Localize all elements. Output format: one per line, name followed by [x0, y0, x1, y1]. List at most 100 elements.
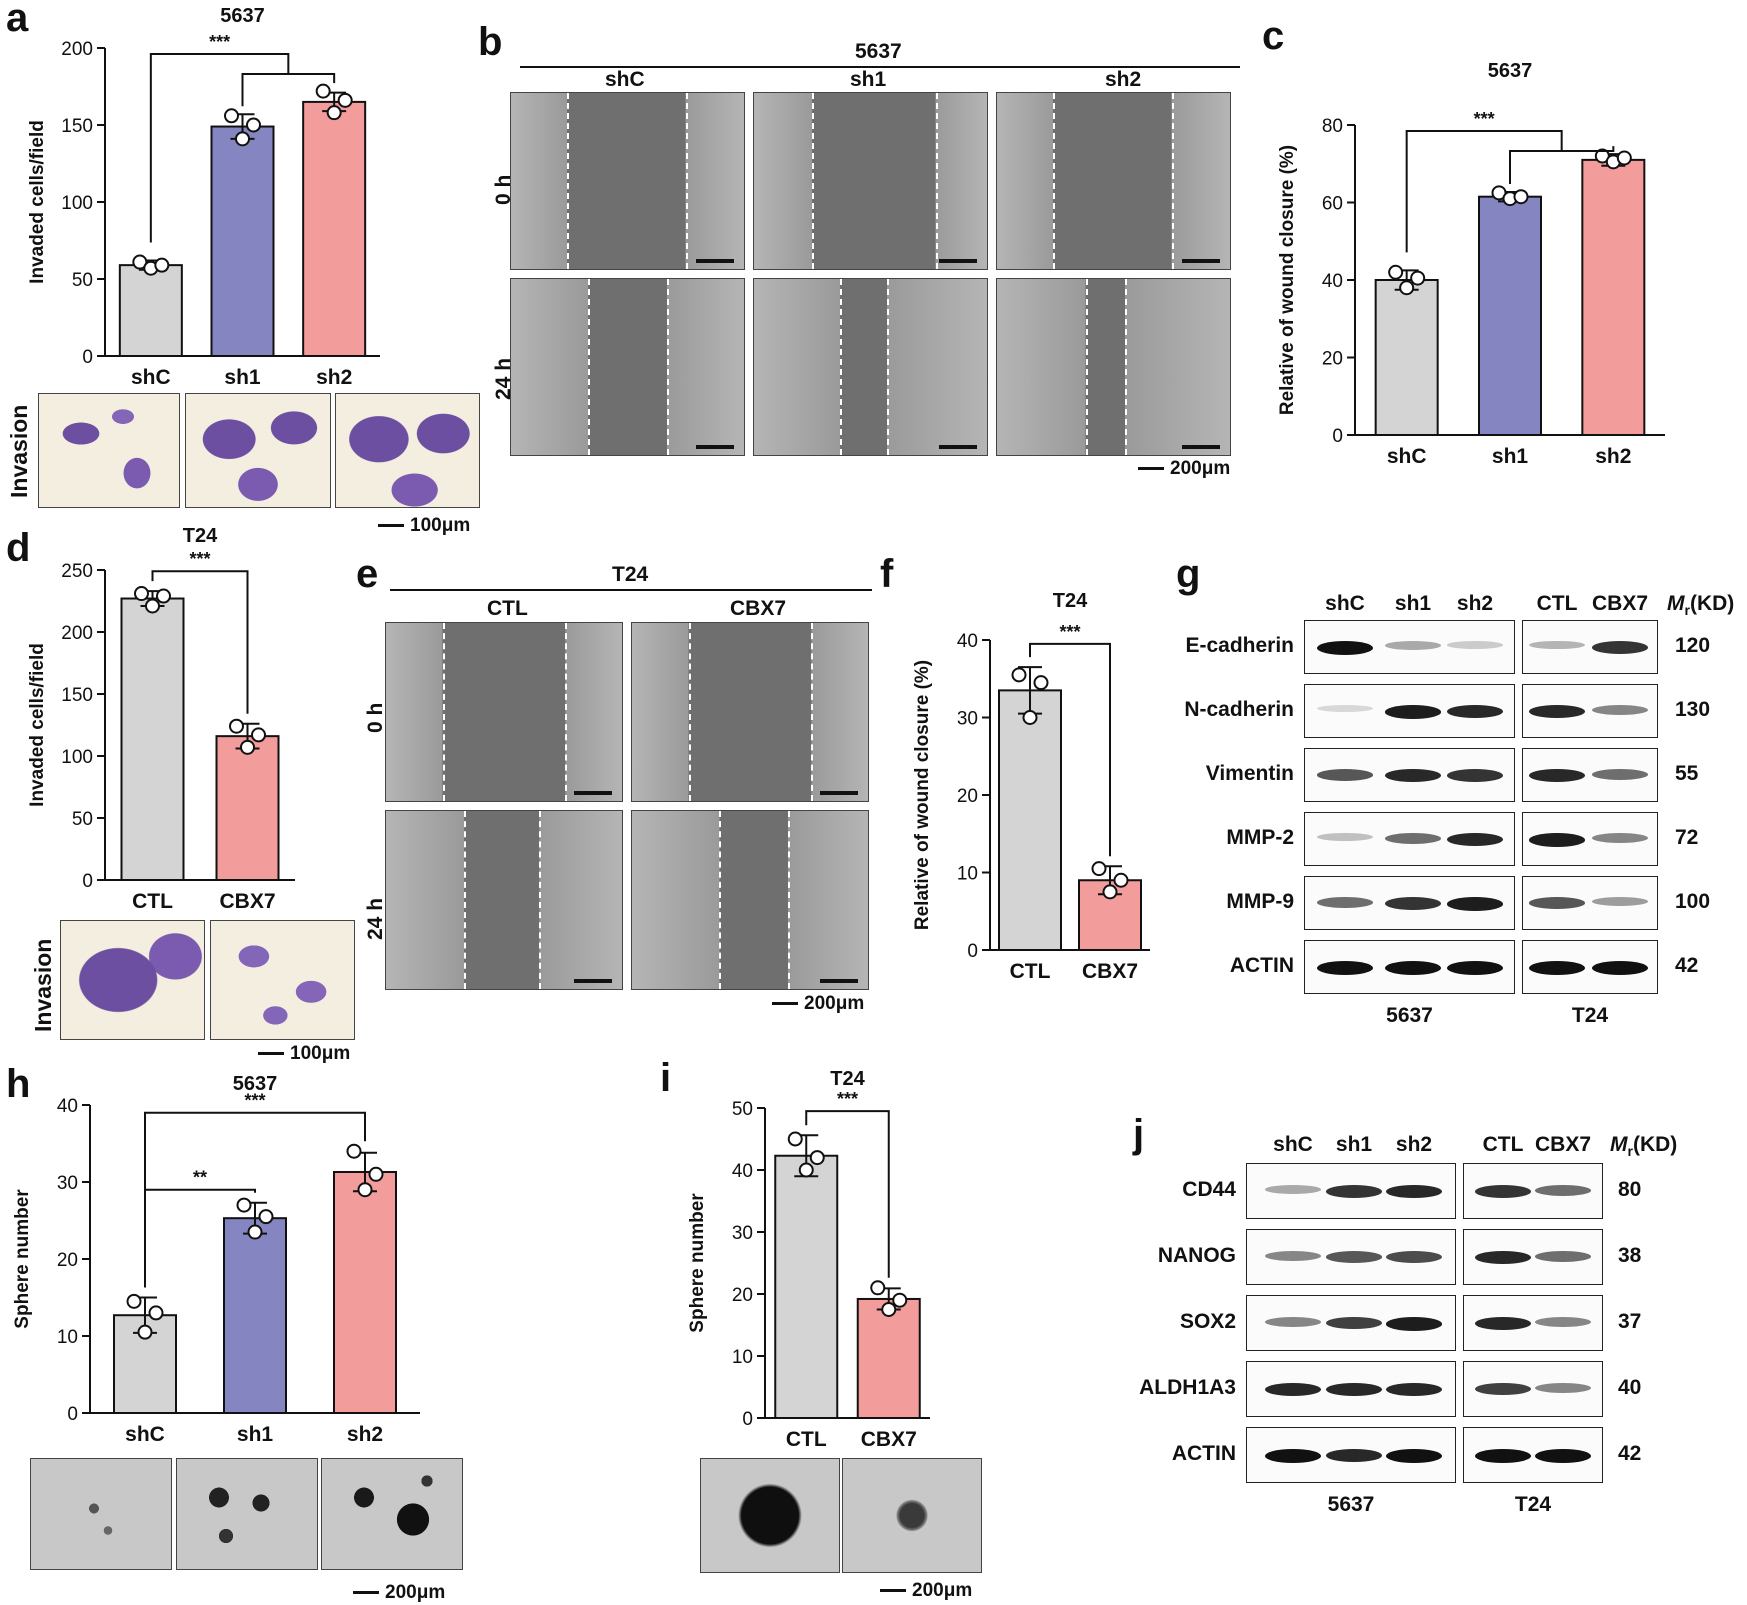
blot-band: [1386, 1185, 1442, 1199]
data-point: [126, 1293, 142, 1309]
data-point: [132, 254, 148, 270]
blot-band: [1265, 1449, 1321, 1463]
panel-letter-j: j: [1133, 1112, 1145, 1156]
blot-band: [1529, 641, 1585, 650]
blot-band: [1592, 769, 1648, 780]
bar-sh2: [1581, 158, 1646, 436]
y-tick-label: 0: [82, 347, 93, 368]
blot-band: [1386, 1383, 1442, 1397]
panel-letter-c: c: [1262, 14, 1285, 58]
blot-band: [1529, 897, 1585, 909]
y-tick-label: 0: [967, 941, 978, 962]
x-tick-label: sh2: [1595, 445, 1631, 468]
y-tick-label: 40: [957, 631, 978, 652]
scale-mark: [1182, 259, 1220, 263]
wound-col-CBX7: CBX7: [730, 597, 787, 620]
x-tick-label: CTL: [132, 890, 173, 913]
lane-label: sh1: [1394, 592, 1432, 615]
bar-sh1: [223, 1217, 287, 1414]
y-tick-label: 30: [57, 1173, 78, 1194]
significance-label: ***: [1059, 622, 1080, 642]
molecular-weight: 40: [1618, 1376, 1642, 1399]
panel-letter-e: e: [356, 552, 379, 596]
significance-label: ***: [189, 549, 210, 569]
scale-mark: [939, 259, 977, 263]
lane-label: sh2: [1456, 592, 1494, 615]
y-tick-label: 40: [732, 1161, 753, 1182]
bar-sh1: [1478, 195, 1542, 436]
blot-band: [1447, 705, 1503, 719]
molecular-weight: 55: [1675, 762, 1699, 785]
data-point: [337, 92, 353, 108]
y-axis-label: Relative of wound closure (%): [912, 660, 933, 930]
y-tick-label: 200: [61, 623, 93, 644]
blot-band: [1386, 1449, 1442, 1463]
y-tick-label: 80: [1322, 116, 1343, 137]
scale-mark: [820, 791, 858, 795]
bar-shC: [118, 264, 183, 358]
mr-unit: (KD): [1689, 592, 1735, 615]
wound-image: [753, 278, 988, 456]
molecular-weight: 42: [1618, 1442, 1642, 1465]
chart-a: 5637 0 50 100 150 200 Invaded cells/field shC sh…: [27, 5, 380, 389]
chart-title: T24: [830, 1068, 865, 1090]
wound-image: [631, 622, 869, 802]
chart-i: T24 0 10 20 30 40 50 Sphere number CTL CBX7 ***: [687, 1068, 930, 1451]
blot-band: [1447, 961, 1503, 975]
bar-CBX7: [856, 1297, 921, 1420]
data-point: [1388, 264, 1404, 280]
significance-label: **: [193, 1168, 207, 1188]
blot-footer-right: T24: [1514, 1493, 1552, 1516]
chart-c: 5637 0 20 40 60 80 Relative of wound closure (…: [1277, 60, 1665, 468]
blot-footer-right: T24: [1571, 1004, 1609, 1027]
wound-edge-line: [811, 623, 814, 801]
wound-col-sh2: sh2: [1105, 68, 1142, 91]
y-axis-label: Sphere number: [687, 1193, 708, 1333]
y-tick-label: 20: [1322, 349, 1343, 370]
data-point: [1113, 872, 1129, 888]
blot-band: [1447, 769, 1503, 782]
y-tick-label: 20: [957, 786, 978, 807]
data-point: [1022, 710, 1038, 725]
sphere-image-CBX7: [842, 1458, 982, 1573]
x-tick-label: CBX7: [219, 890, 275, 913]
panel-letter-b: b: [478, 20, 503, 64]
lane-label: CBX7: [1591, 592, 1649, 615]
data-point: [346, 1143, 362, 1159]
data-point: [251, 727, 266, 743]
data-point: [787, 1131, 803, 1147]
lane-label: shC: [1273, 1133, 1313, 1156]
lane-label: CBX7: [1534, 1133, 1592, 1156]
wound-edge-line: [539, 811, 542, 989]
bar-shC: [113, 1314, 177, 1415]
scale-mark: [939, 445, 977, 449]
blot-band: [1592, 833, 1648, 843]
wound-edge-line: [667, 279, 670, 455]
panel-letter-f: f: [880, 552, 894, 596]
data-point: [258, 1209, 274, 1225]
x-tick-label: CBX7: [861, 1428, 917, 1451]
panel-letter-d: d: [6, 526, 31, 570]
data-point: [357, 1182, 373, 1198]
blot-band: [1326, 1185, 1382, 1198]
x-tick-label: sh2: [316, 366, 352, 389]
significance-bracket: [805, 1110, 890, 1278]
blot-band: [1386, 1317, 1442, 1331]
molecular-weight: 130: [1675, 698, 1711, 721]
data-point: [224, 108, 239, 124]
chart-f: T24 0 10 20 30 40 Relative of wound closure (%…: [912, 590, 1150, 983]
blot-band: [1265, 1317, 1321, 1327]
data-point: [134, 586, 149, 602]
scale-bar-a: 100μm: [378, 515, 470, 537]
wound-edge-line: [719, 811, 722, 989]
blot-footer-left: 5637: [1327, 1493, 1375, 1516]
significance-label: ***: [209, 32, 230, 52]
chart-title: T24: [183, 525, 218, 547]
y-tick-label: 50: [732, 1099, 753, 1120]
blot-band: [1386, 1251, 1442, 1263]
y-tick-label: 30: [732, 1223, 753, 1244]
y-tick-label: 0: [67, 1404, 78, 1425]
blot-band: [1385, 961, 1441, 975]
wound-edge-line: [565, 623, 568, 801]
sphere-image-sh2: [321, 1458, 463, 1570]
